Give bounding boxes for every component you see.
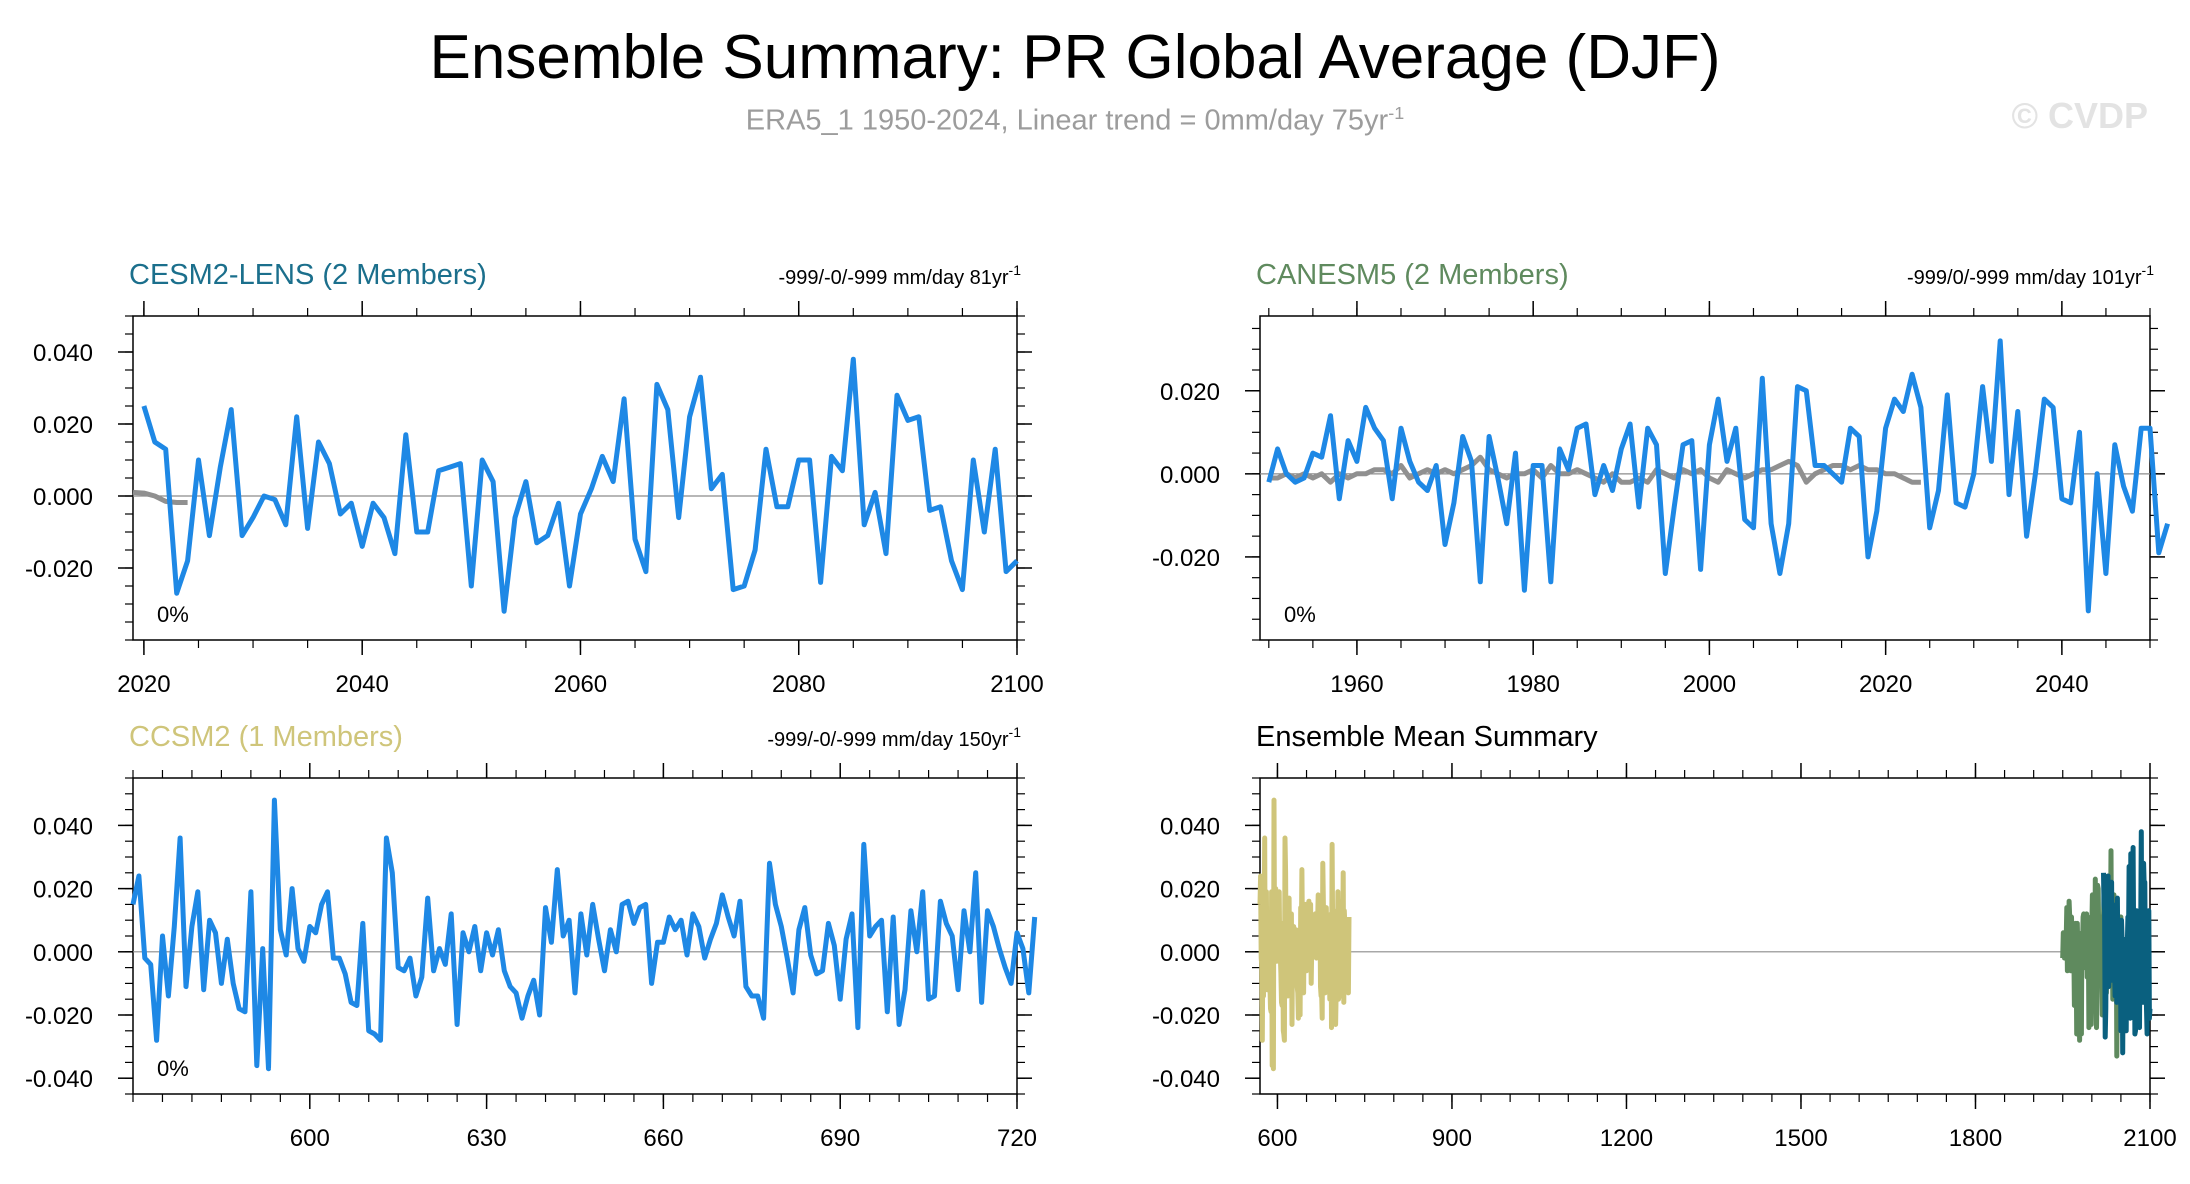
chart-panel-bottom-right: -0.040 -0.020 0.000 0.020 0.040 600 900 1200 150… xyxy=(1152,721,2177,1152)
x-tick-label: 1960 xyxy=(1330,671,1383,698)
subtitle-exponent: -1 xyxy=(1388,103,1405,123)
x-tick-label: 660 xyxy=(643,1125,683,1152)
series-line-observations xyxy=(132,489,188,505)
y-tick-label: 0.040 xyxy=(1160,813,1220,840)
plot-frame xyxy=(132,315,1018,641)
y-tick-label: -0.020 xyxy=(1152,545,1220,572)
x-tick-label: 2000 xyxy=(1683,671,1736,698)
panel-stats: -999/-0/-999 mm/day 150yr-1 xyxy=(767,724,1021,751)
chart-panel-top-right: -0.020 0.000 0.020 1960 1980 2000 2020 2040 CANE… xyxy=(1152,259,2170,698)
y-tick-label: 0.000 xyxy=(1160,462,1220,489)
x-tick-label: 2100 xyxy=(990,671,1043,698)
watermark: © CVDP xyxy=(2011,95,2148,136)
panel-title: CCSM2 (1 Members) xyxy=(129,721,403,753)
x-tick-label: 1200 xyxy=(1600,1125,1653,1152)
y-tick-label: -0.040 xyxy=(1152,1066,1220,1093)
panel-stats-exponent: -1 xyxy=(1009,262,1022,278)
x-tick-label: 2020 xyxy=(1859,671,1912,698)
y-tick-label: 0.020 xyxy=(1160,877,1220,904)
panel-stats-text: -999/-0/-999 mm/day 81yr xyxy=(778,267,1008,289)
y-tick-label: 0.000 xyxy=(33,940,93,967)
x-tick-label: 1800 xyxy=(1949,1125,2002,1152)
percent-label: 0% xyxy=(157,602,189,627)
x-tick-label: 690 xyxy=(820,1125,860,1152)
panel-stats: -999/0/-999 mm/day 101yr-1 xyxy=(1907,262,2154,289)
x-tick-label: 2040 xyxy=(2035,671,2088,698)
panel-stats-text: -999/0/-999 mm/day 101yr xyxy=(1907,267,2142,289)
y-tick-label: -0.040 xyxy=(25,1066,93,1093)
y-tick-label: 0.000 xyxy=(1160,940,1220,967)
y-tick-label: -0.020 xyxy=(1152,1003,1220,1030)
x-tick-label: 1980 xyxy=(1506,671,1559,698)
y-tick-label: 0.020 xyxy=(33,877,93,904)
figure-title: Ensemble Summary: PR Global Average (DJF… xyxy=(429,23,1721,92)
x-tick-label: 2060 xyxy=(554,671,607,698)
figure-subtitle: ERA5_1 1950-2024, Linear trend = 0mm/day… xyxy=(0,103,2150,138)
x-tick-label: 1500 xyxy=(1774,1125,1827,1152)
panel-title: CESM2-LENS (2 Members) xyxy=(129,259,487,291)
subtitle-text: ERA5_1 1950-2024, Linear trend = 0mm/day… xyxy=(745,104,1389,137)
x-tick-label: 720 xyxy=(997,1125,1037,1152)
y-tick-label: -0.020 xyxy=(25,1003,93,1030)
series-line-ensemble xyxy=(1266,338,2170,614)
x-tick-label: 2100 xyxy=(2123,1125,2176,1152)
panel-title: Ensemble Mean Summary xyxy=(1256,721,1598,753)
y-tick-label: -0.020 xyxy=(25,556,93,583)
percent-label: 0% xyxy=(1284,602,1316,627)
x-tick-label: 2040 xyxy=(335,671,388,698)
y-tick-label: 0.020 xyxy=(1160,379,1220,406)
y-tick-label: 0.000 xyxy=(33,484,93,511)
panel-stats: -999/-0/-999 mm/day 81yr-1 xyxy=(778,262,1021,289)
x-tick-label: 900 xyxy=(1432,1125,1472,1152)
x-tick-label: 630 xyxy=(467,1125,507,1152)
percent-label: 0% xyxy=(157,1056,189,1081)
y-tick-label: 0.040 xyxy=(33,813,93,840)
x-tick-label: 600 xyxy=(1257,1125,1297,1152)
y-tick-label: 0.020 xyxy=(33,412,93,439)
chart-panel-bottom-left: -0.040 -0.020 0.000 0.020 0.040 600 630 660 690 7… xyxy=(25,721,1038,1152)
x-tick-label: 600 xyxy=(290,1125,330,1152)
plot-frame xyxy=(1259,777,2151,1095)
series-line-cesm2-lens-2-members xyxy=(2101,829,2153,1056)
plot-frame xyxy=(1259,315,2151,641)
panel-stats-exponent: -1 xyxy=(2142,262,2155,278)
series-line-ccsm2-1-members xyxy=(1257,797,1352,1072)
y-tick-label: 0.040 xyxy=(33,340,93,367)
series-line-ensemble xyxy=(130,797,1038,1072)
panel-stats-exponent: -1 xyxy=(1009,724,1022,740)
x-tick-label: 2020 xyxy=(117,671,170,698)
series-line-ensemble xyxy=(141,356,1019,614)
panel-title: CANESM5 (2 Members) xyxy=(1256,259,1569,291)
x-tick-label: 2080 xyxy=(772,671,825,698)
panel-stats-text: -999/-0/-999 mm/day 150yr xyxy=(767,729,1009,751)
chart-panel-top-left: -0.020 0.000 0.020 0.040 2020 2040 2060 2080 210… xyxy=(25,259,1044,698)
